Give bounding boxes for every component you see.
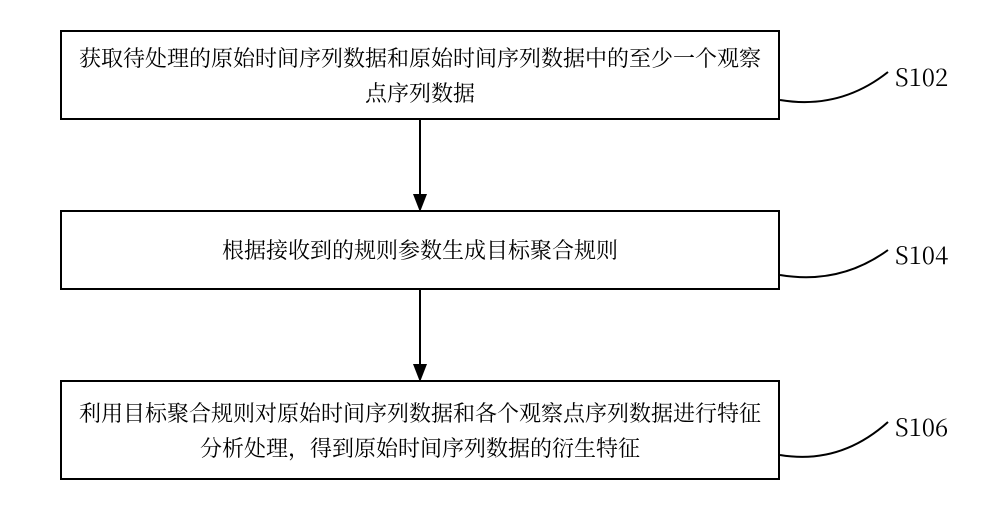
leader-s104 — [780, 250, 888, 277]
flow-node-text: 根据接收到的规则参数生成目标聚合规则 — [222, 232, 618, 267]
flow-node-s104: 根据接收到的规则参数生成目标聚合规则 — [60, 210, 780, 290]
leader-s106 — [780, 422, 888, 457]
step-label-s102: S102 — [895, 58, 948, 93]
flow-node-s106: 利用目标聚合规则对原始时间序列数据和各个观察点序列数据进行特征分析处理，得到原始… — [60, 380, 780, 480]
step-label-text: S106 — [895, 408, 948, 443]
flowchart-canvas: 获取待处理的原始时间序列数据和原始时间序列数据中的至少一个观察点序列数据 根据接… — [0, 0, 1000, 520]
flow-node-s102: 获取待处理的原始时间序列数据和原始时间序列数据中的至少一个观察点序列数据 — [60, 30, 780, 120]
flow-node-text: 利用目标聚合规则对原始时间序列数据和各个观察点序列数据进行特征分析处理，得到原始… — [76, 395, 764, 465]
step-label-s104: S104 — [895, 236, 948, 271]
step-label-s106: S106 — [895, 408, 948, 443]
step-label-text: S102 — [895, 58, 948, 93]
leader-s102 — [780, 72, 888, 102]
flow-node-text: 获取待处理的原始时间序列数据和原始时间序列数据中的至少一个观察点序列数据 — [76, 40, 764, 110]
step-label-text: S104 — [895, 236, 948, 271]
